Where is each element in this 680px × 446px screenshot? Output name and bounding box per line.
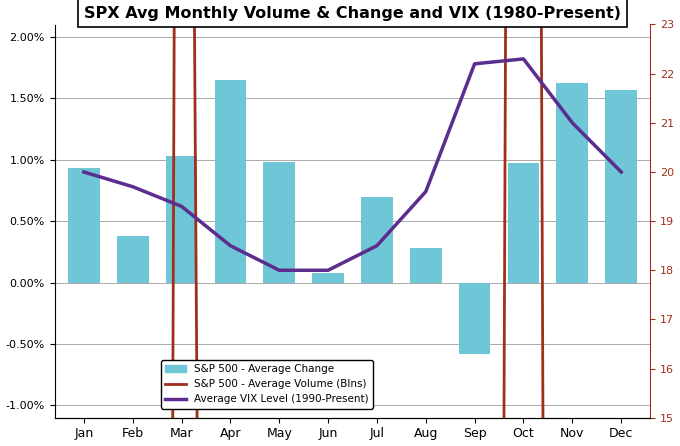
Bar [68,168,100,283]
Title: SPX Avg Monthly Volume & Change and VIX (1980-Present): SPX Avg Monthly Volume & Change and VIX … [84,5,621,21]
Bar [166,156,197,283]
Bar [410,248,441,283]
Bar [117,236,148,283]
Bar [459,283,490,354]
Bar [312,273,344,283]
Bar [361,197,393,283]
Bar [214,80,246,283]
Bar [605,90,637,283]
Legend: S&P 500 - Average Change, S&P 500 - Average Volume (Blns), Average VIX Level (19: S&P 500 - Average Change, S&P 500 - Aver… [161,360,373,409]
Bar [263,162,295,283]
Bar [556,83,588,283]
Bar [507,163,539,283]
